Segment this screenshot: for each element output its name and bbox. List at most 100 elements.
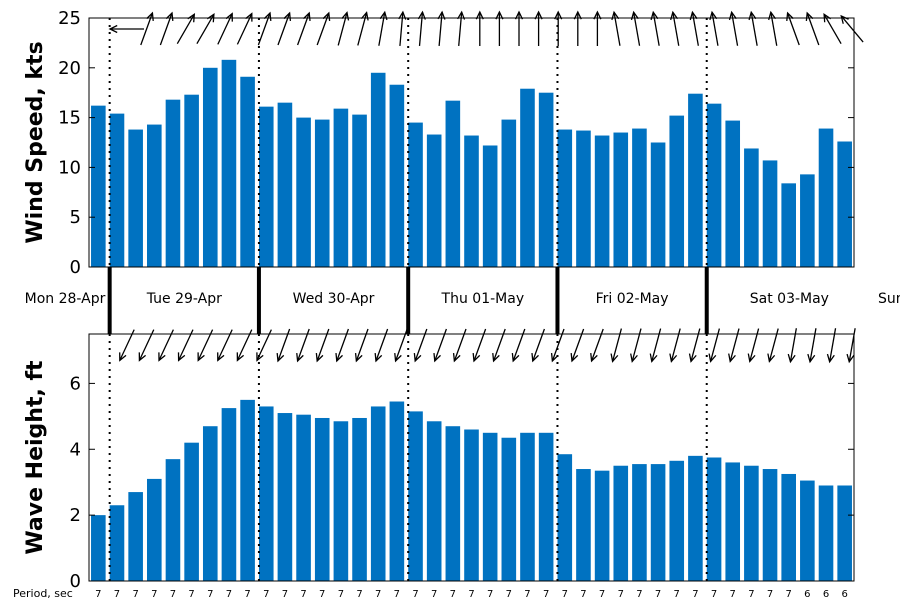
wind-bars: [91, 59, 852, 268]
wave-direction-arrow: [335, 328, 350, 363]
wind-direction-arrow: [593, 10, 602, 46]
wind-direction-arrow-shaft: [786, 12, 800, 46]
wind-direction-arrow-head: [108, 24, 118, 34]
period-value: 7: [767, 589, 773, 600]
wind-bar: [744, 148, 759, 267]
wind-direction-arrow: [457, 10, 466, 46]
wave-bar: [128, 492, 143, 581]
wind-direction-arrow: [786, 11, 800, 46]
wind-direction-arrow-head: [786, 11, 794, 22]
wind-direction-arrow: [650, 10, 660, 46]
wave-direction-arrow-shaft: [217, 329, 233, 361]
wind-bar: [520, 88, 535, 267]
wind-direction-arrow: [316, 11, 331, 46]
wave-direction-arrow: [354, 328, 369, 363]
wave-direction-arrow-shaft: [749, 328, 760, 362]
wind-axes-frame: [88, 17, 855, 268]
wind-bar: [128, 129, 143, 267]
wave-direction-arrow-head: [826, 353, 835, 364]
wave-direction-arrow-head: [570, 352, 579, 363]
period-value: 7: [487, 589, 493, 600]
wave-direction-arrow: [217, 329, 233, 362]
wave-direction-arrow-shaft: [336, 328, 350, 362]
period-value: 7: [655, 589, 661, 600]
wind-bar: [277, 102, 293, 267]
wind-direction-arrow-head: [379, 10, 388, 21]
wind-direction-arrow-shaft: [418, 12, 424, 46]
wave-bar: [818, 485, 834, 581]
wind-direction-arrow: [337, 11, 350, 46]
wind-direction-arrow-shaft: [159, 12, 173, 46]
wave-direction-arrow: [787, 328, 797, 364]
wind-direction-arrow: [196, 12, 215, 45]
wave-direction-arrow: [433, 328, 448, 363]
period-value: 7: [711, 589, 717, 600]
wind-direction-arrow-head: [225, 12, 233, 22]
wind-direction-arrow-shaft: [806, 12, 820, 46]
wave-direction-arrow: [708, 328, 721, 363]
wave-direction-arrow: [590, 328, 604, 363]
wave-bar: [781, 473, 796, 581]
wind-direction-arrow-shaft: [438, 12, 443, 46]
wind-ytick-label: 0: [70, 257, 81, 278]
wind-ytick-label: 5: [70, 207, 81, 228]
period-value: 7: [786, 589, 792, 600]
wave-direction-arrow-shaft: [768, 328, 779, 362]
period-value: 7: [244, 589, 250, 600]
wave-direction-arrow-head: [236, 352, 245, 362]
period-value: 7: [730, 589, 736, 600]
wave-ytick-label: 2: [70, 505, 81, 526]
wave-direction-arrow: [531, 328, 546, 363]
wave-ytick-label: 6: [70, 373, 81, 394]
wave-direction-arrow: [826, 328, 837, 364]
wind-direction-arrow-shaft: [337, 12, 348, 46]
wave-direction-arrow-shaft: [492, 328, 506, 362]
wave-direction-arrow-head: [256, 352, 264, 362]
wave-direction-arrow-head: [452, 352, 461, 363]
wave-direction-arrow-shaft: [277, 328, 291, 362]
wave-bar: [333, 421, 349, 581]
wave-direction-arrow-head: [335, 352, 343, 363]
period-value: 7: [412, 589, 418, 600]
wind-direction-arrow-shaft: [731, 12, 739, 46]
wave-direction-arrow-head: [688, 353, 697, 363]
period-value: 7: [170, 589, 176, 600]
wind-direction-arrows: [108, 10, 864, 46]
wind-bar: [688, 93, 703, 267]
wave-direction-arrow: [767, 328, 779, 363]
wave-direction-arrow: [138, 329, 155, 362]
day-label: Sat 03-May: [750, 291, 829, 307]
wave-direction-arrow: [276, 328, 291, 363]
wind-ytick-label: 25: [58, 8, 81, 29]
wave-direction-arrow-shaft: [296, 328, 310, 362]
wind-bar: [258, 106, 274, 267]
wind-direction-arrow-head: [398, 10, 407, 20]
wave-ylabel: Wave Height, ft: [23, 360, 48, 555]
period-value: 7: [748, 589, 754, 600]
wave-direction-arrow-shaft: [690, 328, 701, 362]
wind-bar: [221, 59, 237, 267]
wind-direction-arrow: [514, 10, 524, 46]
wave-direction-arrow: [158, 329, 174, 362]
wind-bar: [632, 128, 647, 267]
wave-direction-arrow-shaft: [256, 329, 272, 361]
wave-direction-arrow-head: [669, 353, 678, 363]
wave-direction-arrow-head: [119, 352, 127, 362]
wind-direction-arrow: [805, 11, 820, 46]
wind-direction-arrow-head: [341, 11, 350, 21]
wave-direction-arrow-shaft: [138, 329, 155, 361]
wind-bar: [184, 94, 199, 267]
wave-direction-arrow: [119, 329, 135, 362]
period-value: 7: [319, 589, 325, 600]
wind-bar: [837, 141, 852, 267]
wave-ytick-label: 4: [70, 439, 81, 460]
wind-bar: [706, 103, 722, 267]
wind-bar: [314, 119, 330, 267]
wind-direction-arrow-shaft: [691, 12, 699, 46]
wave-direction-arrow-shaft: [651, 328, 662, 362]
wave-ytick-label: 0: [70, 571, 81, 592]
wave-direction-arrow-head: [649, 353, 658, 363]
wind-bar: [408, 122, 423, 267]
wave-bar: [800, 480, 815, 581]
wind-direction-arrow-head: [709, 10, 718, 21]
